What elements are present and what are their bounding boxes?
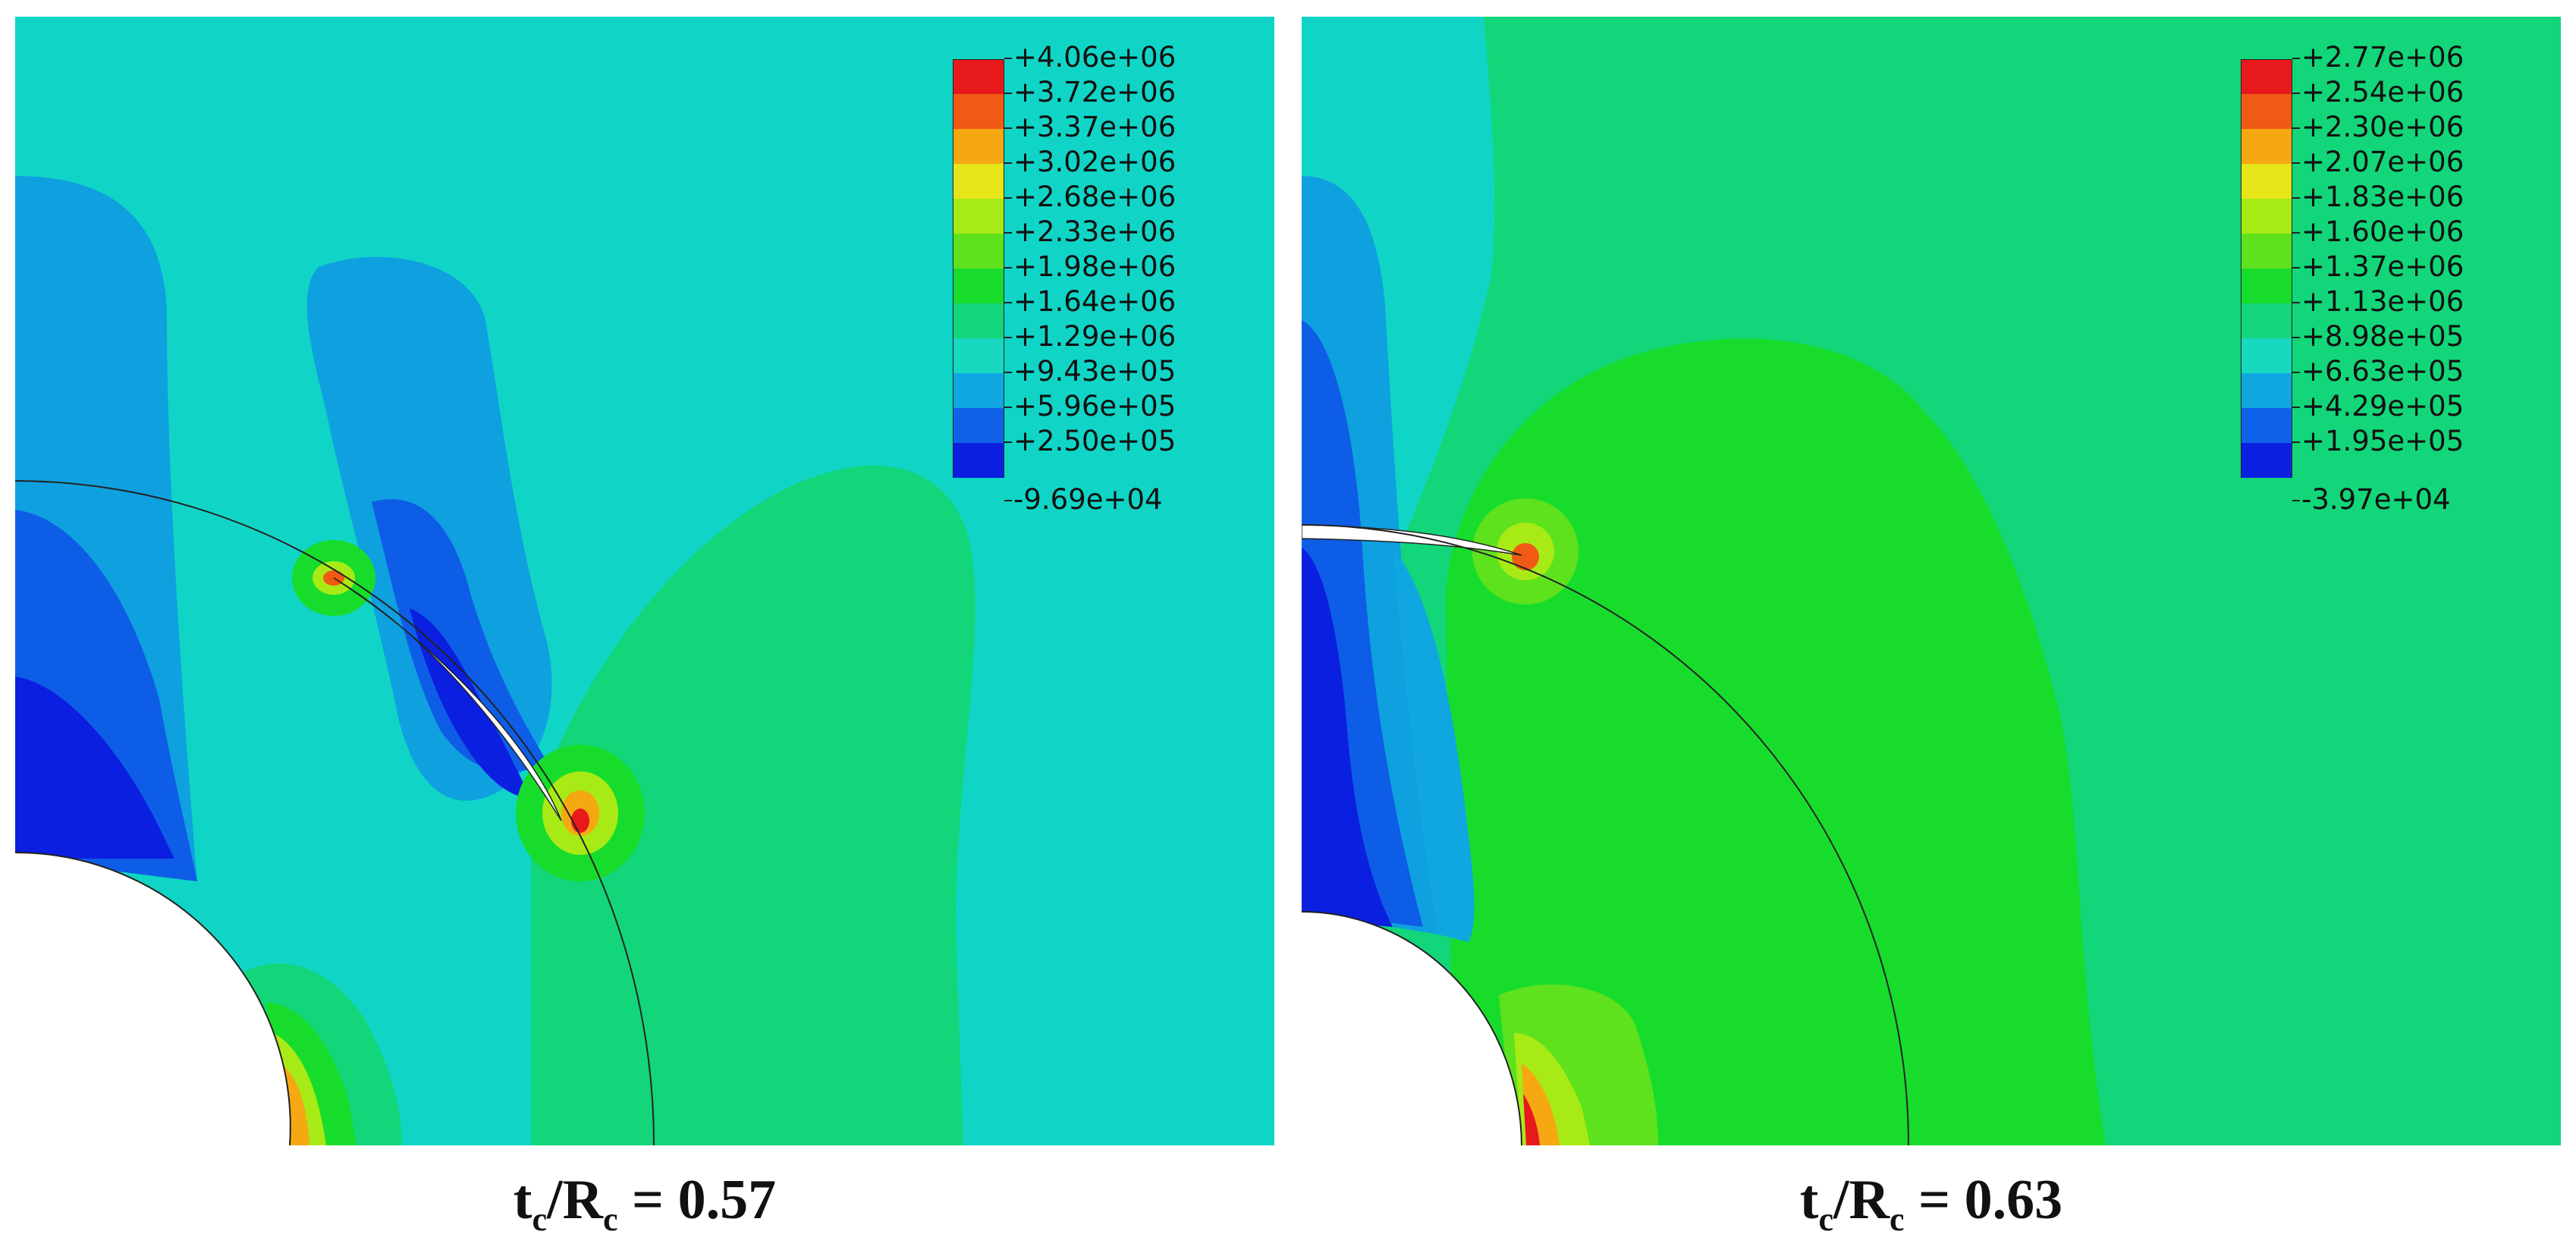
legend-label: +1.13e+06 <box>2292 285 2464 318</box>
legend-label: +1.98e+06 <box>1004 250 1176 283</box>
legend-band: +1.13e+06 <box>2241 285 2559 338</box>
legend-band: +3.72e+06 <box>953 76 1271 129</box>
caption-right-eq: = 0.63 <box>1904 1169 2063 1231</box>
legend-label: +2.77e+06 <box>2292 41 2464 74</box>
caption-left: tc/Rc = 0.57 <box>15 1168 1274 1239</box>
legend-band: +1.83e+06 <box>2241 181 2559 234</box>
contour-plot-right <box>1302 17 2561 1145</box>
legend-label: +1.37e+06 <box>2292 250 2464 283</box>
legend-band: +4.29e+05 <box>2241 390 2559 443</box>
legend-band: +1.95e+05 <box>2241 425 2559 478</box>
legend-label: +5.96e+05 <box>1004 390 1176 422</box>
legend-label: +2.54e+06 <box>2292 76 2464 108</box>
legend-label: +3.02e+06 <box>1004 146 1176 178</box>
legend-band: +2.54e+06 <box>2241 76 2559 129</box>
contour-plot-left <box>15 17 1274 1145</box>
caption-right: tc/Rc = 0.63 <box>1302 1168 2561 1239</box>
caption-right-t: t <box>1799 1169 1819 1231</box>
caption-left-sub2: c <box>602 1200 618 1238</box>
legend-band: +1.98e+06 <box>953 250 1271 303</box>
legend-label: +1.95e+05 <box>2292 425 2464 457</box>
legend-band: +8.98e+05 <box>2241 320 2559 373</box>
legend-label: +9.43e+05 <box>1004 355 1176 388</box>
legend-band: +6.63e+05 <box>2241 355 2559 408</box>
legend-band: +2.50e+05 <box>953 425 1271 478</box>
color-legend-right: +2.77e+06 +2.54e+06 +2.30e+06 +2.07e+06 … <box>2241 41 2559 516</box>
caption-right-sub2: c <box>1889 1200 1905 1238</box>
legend-label: -9.69e+04 <box>1004 483 1163 516</box>
legend-label: +1.29e+06 <box>1004 320 1176 353</box>
legend-band: +1.64e+06 <box>953 285 1271 338</box>
color-legend-left: +4.06e+06 +3.72e+06 +3.37e+06 +3.02e+06 … <box>953 41 1271 516</box>
legend-band: +4.06e+06 <box>953 41 1271 94</box>
caption-left-eq: = 0.57 <box>617 1169 777 1231</box>
legend-band: +1.29e+06 <box>953 320 1271 373</box>
legend-band: +1.37e+06 <box>2241 250 2559 303</box>
legend-label: +3.72e+06 <box>1004 76 1176 108</box>
legend-label: +1.60e+06 <box>2292 215 2464 248</box>
legend-label: +2.07e+06 <box>2292 146 2464 178</box>
legend-label: +3.37e+06 <box>1004 111 1176 143</box>
legend-label: +1.83e+06 <box>2292 181 2464 213</box>
legend-band: +2.07e+06 <box>2241 146 2559 199</box>
legend-label: +2.33e+06 <box>1004 215 1176 248</box>
legend-band: +2.77e+06 <box>2241 41 2559 94</box>
legend-label: -3.97e+04 <box>2292 483 2451 516</box>
legend-label: +2.68e+06 <box>1004 181 1176 213</box>
legend-label: +1.64e+06 <box>1004 285 1176 318</box>
legend-band: +2.68e+06 <box>953 181 1271 234</box>
caption-left-slash: /R <box>546 1169 603 1231</box>
legend-band: +9.43e+05 <box>953 355 1271 408</box>
legend-band: +2.30e+06 <box>2241 111 2559 164</box>
legend-band: +3.02e+06 <box>953 146 1271 199</box>
legend-label: +2.30e+06 <box>2292 111 2464 143</box>
legend-label: +4.29e+05 <box>2292 390 2464 422</box>
legend-band: +5.96e+05 <box>953 390 1271 443</box>
legend-label: +4.06e+06 <box>1004 41 1176 74</box>
caption-left-sub1: c <box>532 1200 547 1238</box>
caption-left-t: t <box>513 1169 532 1231</box>
contour-panel-right: +2.77e+06 +2.54e+06 +2.30e+06 +2.07e+06 … <box>1302 17 2561 1145</box>
legend-band: +3.37e+06 <box>953 111 1271 164</box>
legend-label: +2.50e+05 <box>1004 425 1176 457</box>
legend-label: +6.63e+05 <box>2292 355 2464 388</box>
legend-label: +8.98e+05 <box>2292 320 2464 353</box>
legend-band: +2.33e+06 <box>953 215 1271 269</box>
caption-right-slash: /R <box>1833 1169 1890 1231</box>
contour-panel-left: +4.06e+06 +3.72e+06 +3.37e+06 +3.02e+06 … <box>15 17 1274 1145</box>
legend-band: +1.60e+06 <box>2241 215 2559 269</box>
caption-right-sub1: c <box>1818 1200 1833 1238</box>
